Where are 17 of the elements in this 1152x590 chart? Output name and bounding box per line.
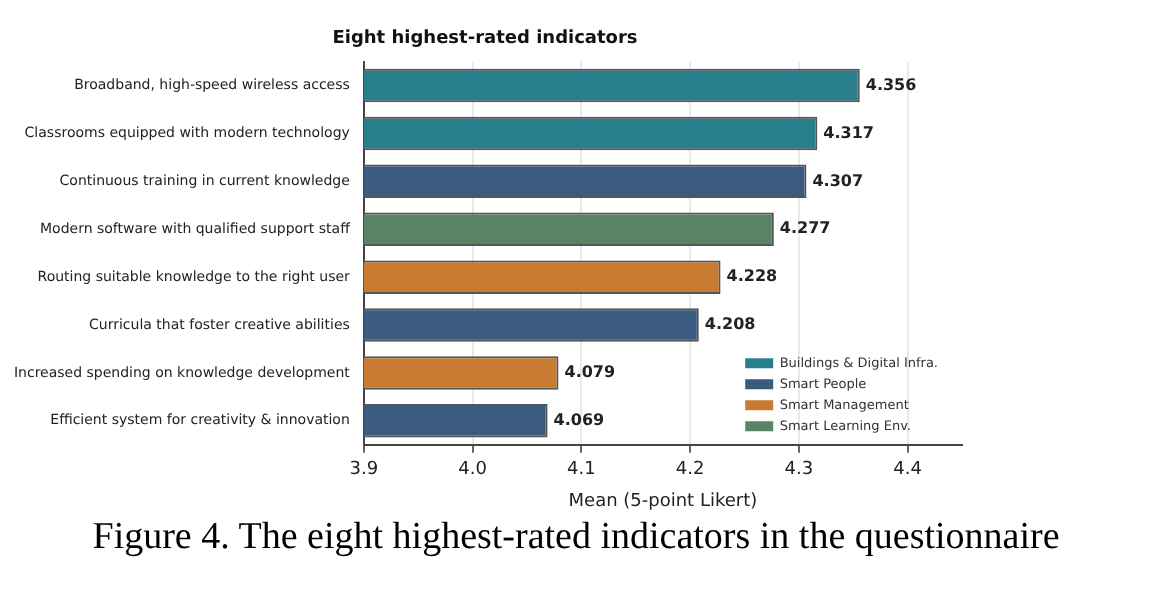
data-label: 4.277: [779, 219, 831, 238]
x-tick-label: 4.2: [675, 460, 705, 481]
data-label: 4.228: [726, 267, 779, 286]
data-label: 4.356: [865, 75, 918, 94]
x-tick-label: 4.0: [458, 460, 488, 481]
chart-title: Eight highest-rated indicators: [332, 29, 638, 50]
x-tick-label: 3.9: [349, 460, 379, 481]
x-tick-label: 4.4: [893, 460, 923, 481]
data-label: 4.069: [553, 411, 606, 430]
x-tick-label: 4.1: [567, 460, 596, 481]
x-axis-title: Mean (5-point Likert): [568, 491, 758, 512]
data-label: 4.079: [564, 363, 616, 382]
data-label: 4.307: [812, 171, 864, 190]
caption: Figure 4. The eight highest-rated indicators in the questionnaire: [90, 516, 1062, 560]
data-label: 4.208: [704, 315, 757, 334]
x-tick-label: 4.3: [784, 460, 814, 481]
data-label: 4.317: [823, 123, 874, 142]
